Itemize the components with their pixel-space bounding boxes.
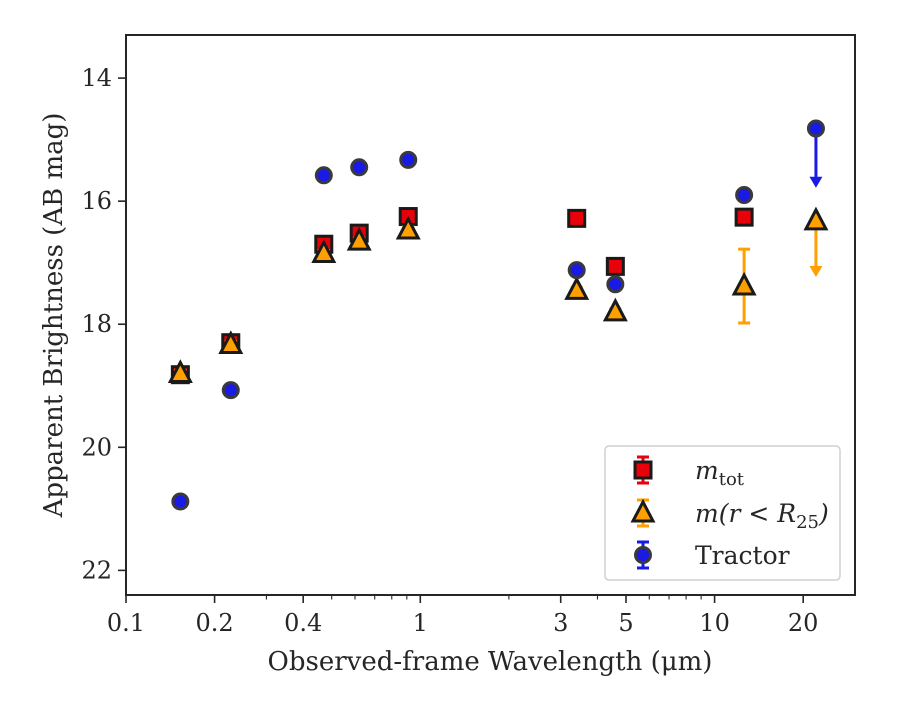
x-tick-label: 1 bbox=[413, 609, 428, 637]
legend-label: Tractor bbox=[695, 541, 790, 570]
legend-triangle-marker bbox=[630, 498, 656, 523]
circle-point bbox=[350, 158, 369, 177]
arrow-head bbox=[809, 176, 823, 188]
square-point bbox=[734, 207, 754, 227]
arrow-head bbox=[809, 266, 823, 277]
circle-point bbox=[399, 150, 418, 169]
triangle-point bbox=[346, 226, 372, 251]
triangle-point bbox=[803, 206, 829, 231]
circle-point bbox=[567, 261, 586, 280]
y-tick-label: 22 bbox=[81, 556, 112, 584]
legend-square-marker bbox=[633, 460, 653, 480]
circle-point bbox=[221, 381, 240, 400]
triangle-point bbox=[218, 330, 244, 355]
x-tick-label: 10 bbox=[699, 609, 730, 637]
x-tick-label: 0.1 bbox=[107, 609, 145, 637]
y-axis-title: Apparent Brightness (AB mag) bbox=[39, 113, 69, 519]
marks-layer bbox=[167, 119, 829, 511]
circle-point bbox=[806, 119, 825, 138]
legend-circle-marker bbox=[634, 546, 652, 564]
triangle-point bbox=[602, 297, 628, 322]
triangle-point bbox=[167, 359, 193, 383]
circle-point bbox=[606, 275, 625, 294]
ticks-layer: 0.1 0.2 0.4 1 3 5 10 20 14 16 18 20 22 bbox=[81, 64, 818, 637]
legend-box bbox=[604, 445, 841, 581]
circle-point bbox=[314, 166, 333, 185]
y-tick-label: 14 bbox=[81, 64, 112, 92]
triangle-point bbox=[564, 276, 590, 300]
square-point bbox=[605, 256, 625, 276]
circle-point bbox=[171, 492, 190, 511]
circle-point bbox=[735, 186, 754, 204]
legend: mtot m(r < R25) Tractor bbox=[604, 445, 841, 581]
y-tick-label: 20 bbox=[81, 433, 112, 461]
x-tick-label: 3 bbox=[553, 609, 568, 637]
x-tick-label: 20 bbox=[788, 609, 819, 637]
triangle-point bbox=[731, 271, 757, 296]
plot-frame bbox=[125, 34, 856, 596]
triangle-point bbox=[311, 239, 337, 263]
triangle-point bbox=[395, 215, 421, 240]
x-axis-title: Observed-frame Wavelength (μm) bbox=[268, 647, 713, 677]
x-tick-label: 0.4 bbox=[284, 609, 322, 637]
legend-label: mtot bbox=[695, 456, 745, 490]
legend-label: m(r < R25) bbox=[695, 499, 829, 533]
square-point bbox=[567, 208, 587, 228]
x-tick-label: 5 bbox=[618, 609, 633, 637]
y-tick-label: 16 bbox=[81, 187, 112, 215]
x-tick-label: 0.2 bbox=[196, 609, 234, 637]
y-tick-label: 18 bbox=[81, 310, 112, 338]
